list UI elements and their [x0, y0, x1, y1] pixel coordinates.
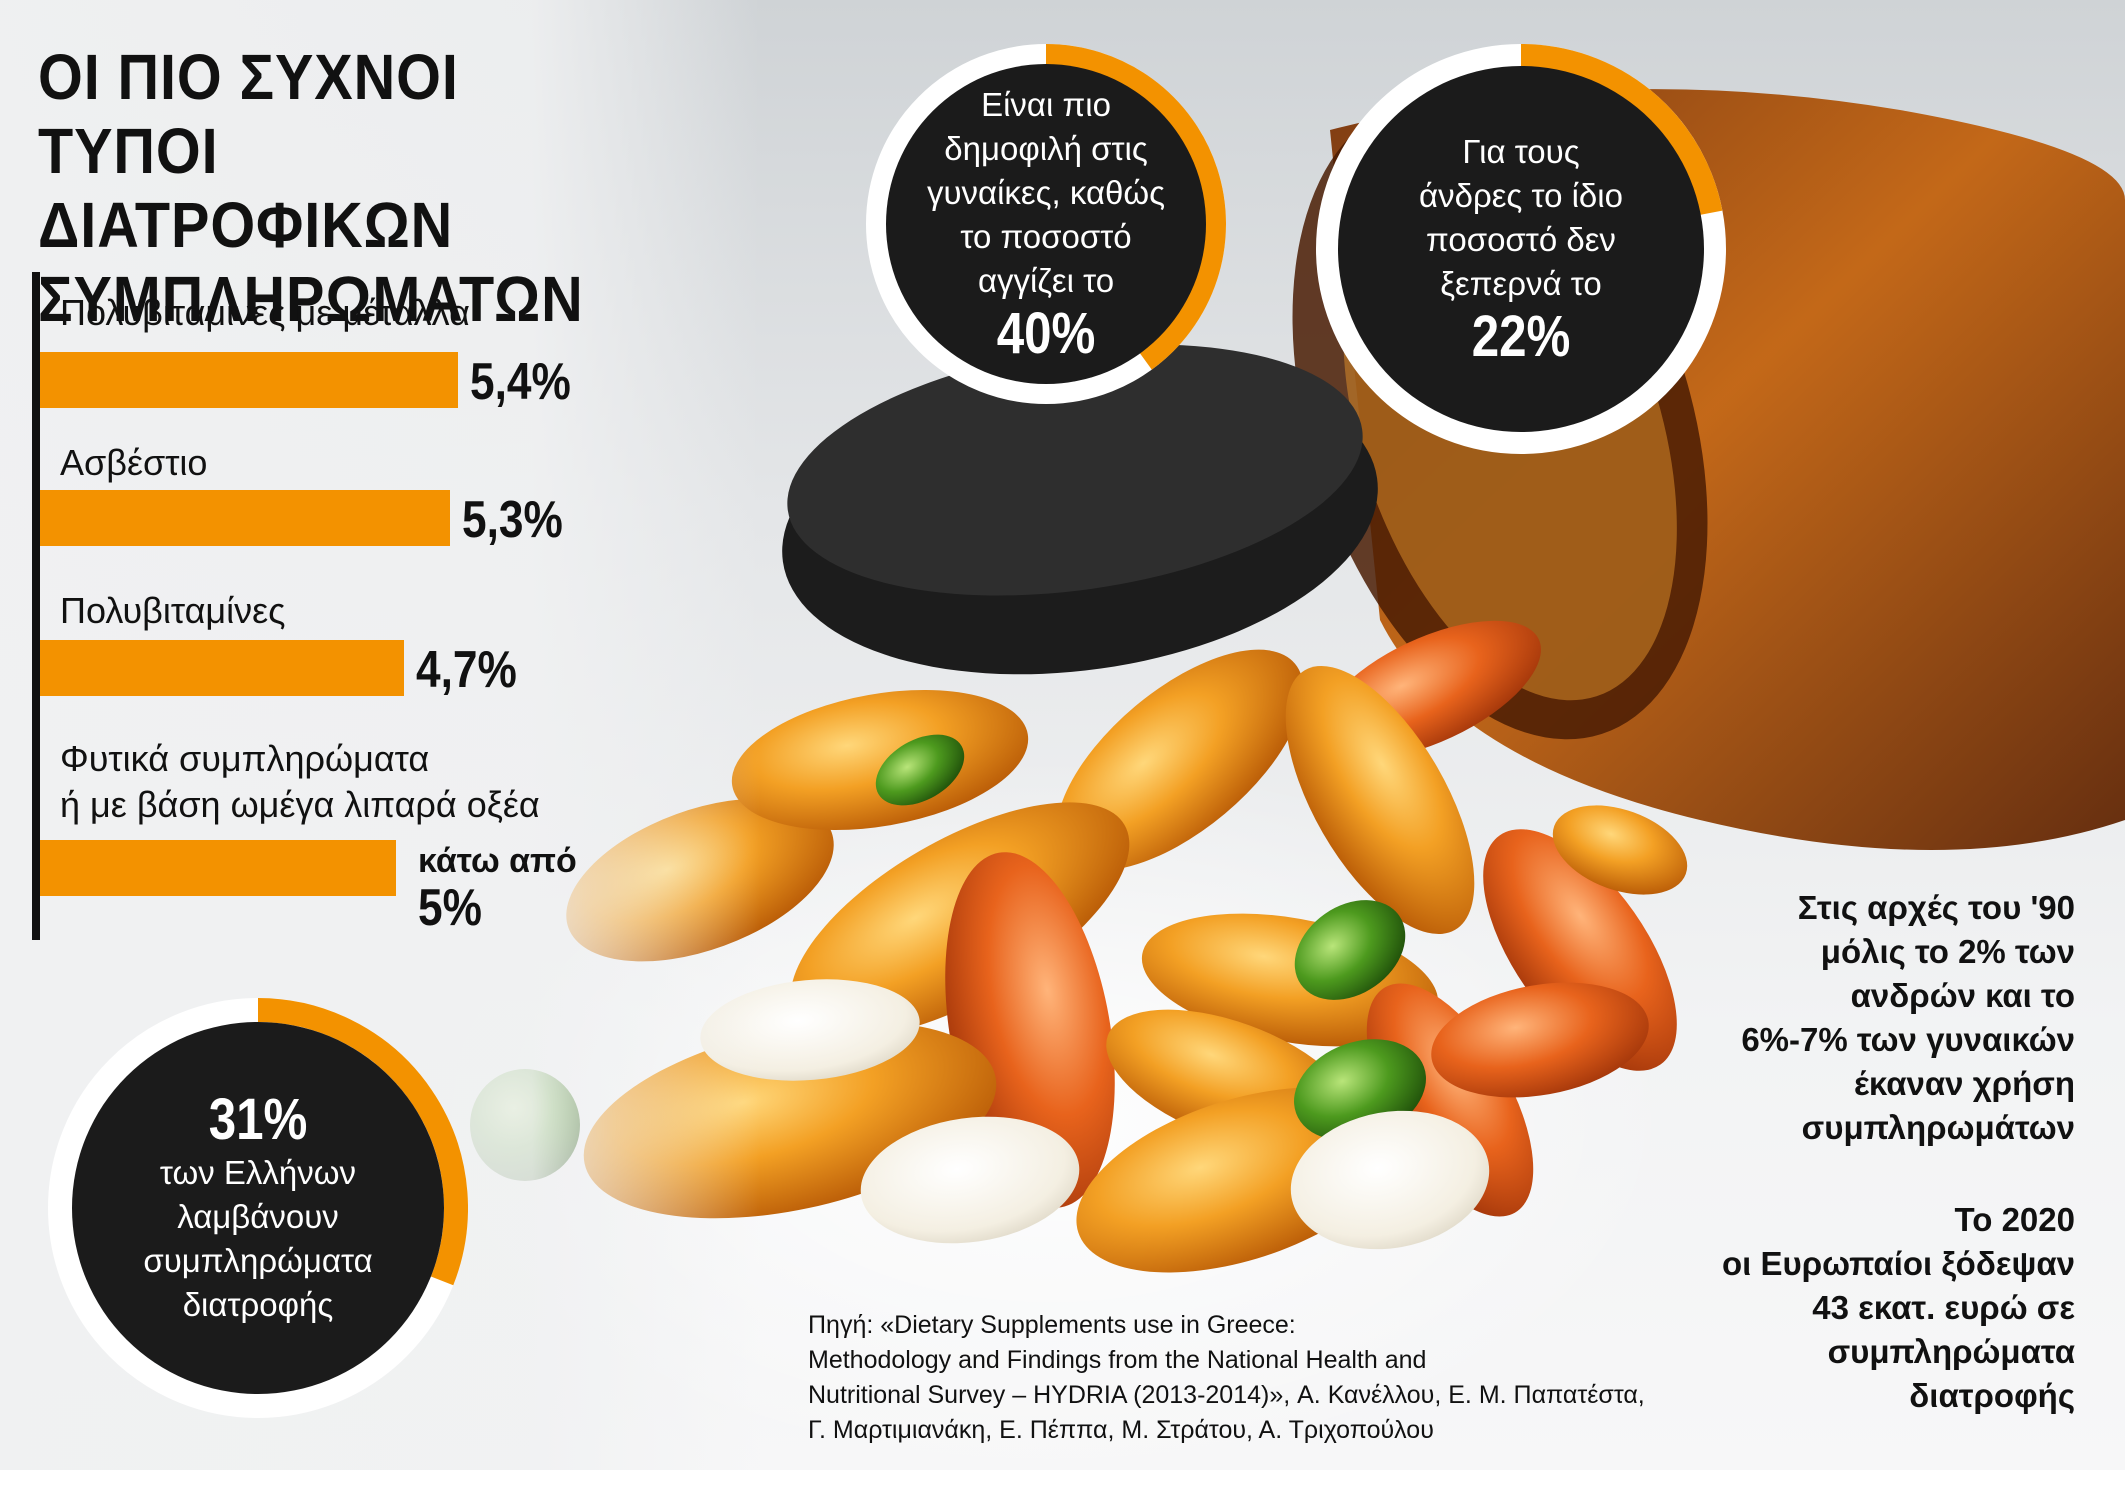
circle-text: συμπληρώματα: [143, 1242, 373, 1279]
title-line: ΔΙΑΤΡΟΦΙΚΩΝ: [38, 189, 454, 261]
bar-multivitamins: [40, 640, 404, 696]
bar-herbal-omega: [40, 840, 396, 896]
title-line: ΣΥΜΠΛΗΡΩΜΑΤΩΝ: [38, 263, 584, 335]
source-line: Nutritional Survey – HYDRIA (2013-2014)»…: [808, 1381, 1645, 1409]
note-1990s: Στις αρχές του '90 μόλις το 2% των ανδρώ…: [1655, 886, 2075, 1150]
circle-text: γυναίκες, καθώς: [926, 174, 1166, 211]
note-2020: Το 2020 οι Ευρωπαίοι ξόδεψαν 43 εκατ. ευ…: [1655, 1198, 2075, 1418]
source-line: Methodology and Findings from the Nation…: [808, 1346, 1427, 1374]
circle-women-stat: Είναι πιο δημοφιλή στις γυναίκες, καθώς …: [886, 64, 1206, 384]
source-citation: Πηγή: «Dietary Supplements use in Greece…: [808, 1308, 1748, 1448]
bottom-margin: [0, 1470, 2125, 1496]
note-line: μόλις το 2% των: [1820, 933, 2075, 970]
bar-calcium: [40, 490, 450, 546]
circle-text: Είναι πιο: [981, 86, 1111, 123]
category-label: Φυτικά συμπληρώματα: [60, 738, 430, 779]
category-label: ή με βάση ωμέγα λιπαρά οξέα: [60, 784, 540, 825]
note-line: Στις αρχές του '90: [1797, 889, 2075, 926]
note-line: οι Ευρωπαίοι ξόδεψαν: [1721, 1245, 2075, 1282]
category-label: Πολυβιταμίνες: [60, 590, 286, 631]
note-line: Το 2020: [1954, 1201, 2075, 1238]
circle-text: άνδρες το ίδιο: [1419, 177, 1623, 214]
chart-left-rule: [32, 272, 40, 940]
value-label: 5%: [418, 879, 482, 937]
page-title: ΟΙ ΠΙΟ ΣΥΧΝΟΙ ΤΥΠΟΙ ΔΙΑΤΡΟΦΙΚΩΝ ΣΥΜΠΛΗΡΩ…: [38, 40, 596, 336]
value-label: 5,3%: [462, 491, 563, 549]
ring-arc: [257, 998, 468, 1286]
circle-greeks-stat: 31% των Ελλήνων λαμβάνουν συμπληρώματα δ…: [72, 1022, 444, 1394]
circle-text: των Ελλήνων: [159, 1154, 357, 1191]
source-line: Πηγή: «Dietary Supplements use in Greece…: [808, 1311, 1296, 1339]
note-line: έκαναν χρήση: [1854, 1065, 2075, 1102]
circle-percent: 31%: [208, 1087, 308, 1152]
circle-percent: 22%: [1471, 304, 1571, 369]
note-line: ανδρών και το: [1850, 977, 2075, 1014]
bar-multivitamins-minerals: [40, 352, 458, 408]
category-label: Πολυβιταμίνες με μέταλλα: [60, 292, 470, 333]
ring-men: [1316, 44, 1726, 454]
circle-text: δημοφιλή στις: [944, 130, 1148, 167]
circle-text: διατροφής: [182, 1286, 334, 1323]
circle-text: το ποσοστό: [960, 218, 1132, 255]
value-prefix-label: κάτω από: [418, 842, 577, 880]
title-line: ΟΙ ΠΙΟ ΣΥΧΝΟΙ ΤΥΠΟΙ: [38, 41, 459, 187]
circle-text: Για τους: [1462, 133, 1580, 170]
ring-arc: [1045, 44, 1226, 370]
note-line: συμπληρώματα: [1827, 1333, 2075, 1370]
category-label: Ασβέστιο: [60, 442, 208, 483]
circle-text: ποσοστό δεν: [1426, 221, 1616, 258]
ring-arc: [1520, 44, 1723, 216]
value-label: 4,7%: [416, 641, 517, 699]
circle-text: αγγίζει το: [977, 262, 1115, 299]
circle-men-stat: Για τους άνδρες το ίδιο ποσοστό δεν ξεπε…: [1338, 66, 1704, 432]
note-line: 43 εκατ. ευρώ σε: [1812, 1289, 2075, 1326]
ring-greeks: [48, 998, 468, 1418]
circle-text: ξεπερνά το: [1440, 265, 1602, 302]
circle-text: λαμβάνουν: [177, 1198, 339, 1235]
ring-women: [866, 44, 1226, 404]
note-line: συμπληρωμάτων: [1801, 1109, 2075, 1146]
note-line: 6%-7% των γυναικών: [1741, 1021, 2075, 1058]
source-line: Γ. Μαρτιμιανάκη, Ε. Πέππα, Μ. Στράτου, Α…: [808, 1416, 1434, 1444]
circle-percent: 40%: [996, 301, 1096, 366]
value-label: 5,4%: [470, 353, 571, 411]
note-line: διατροφής: [1909, 1377, 2075, 1414]
cap-shape: [782, 344, 1378, 675]
